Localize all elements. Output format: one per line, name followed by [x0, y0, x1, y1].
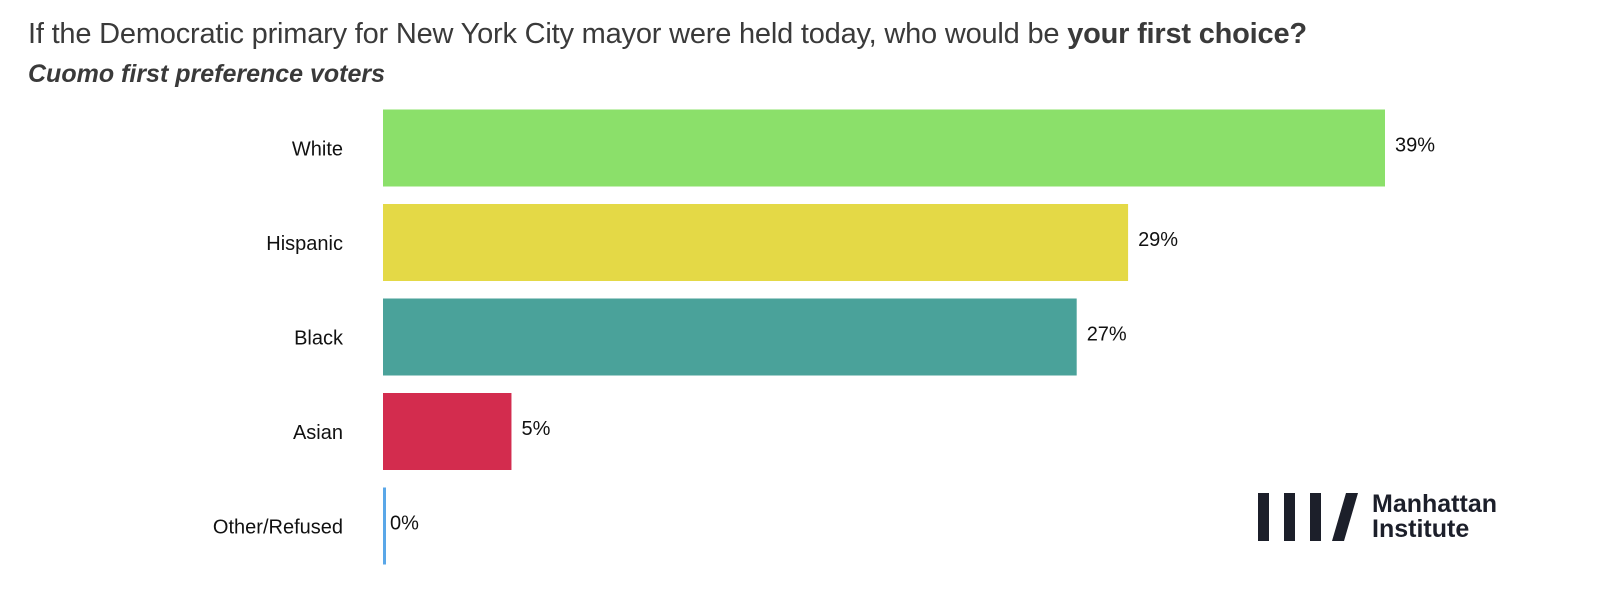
value-label-hispanic: 29% [1138, 229, 1178, 251]
chart-title: If the Democratic primary for New York C… [28, 18, 1307, 51]
chart-title-bold: your first choice? [1067, 18, 1307, 50]
logo-line-2: Institute [1372, 515, 1470, 543]
logo-wordmark: Manhattan Institute [1372, 492, 1497, 542]
value-label-other-refused: 0% [390, 512, 419, 534]
value-label-black: 27% [1087, 323, 1127, 345]
bar-hispanic [383, 204, 1129, 281]
category-label-hispanic: Hispanic [266, 233, 343, 255]
value-label-white: 39% [1395, 134, 1435, 156]
category-label-other-refused: Other/Refused [213, 516, 343, 538]
manhattan-institute-logo: Manhattan Institute [1258, 492, 1497, 542]
bar-other-refused [383, 487, 386, 565]
manhattan-institute-bars-logo-icon [1258, 493, 1358, 541]
bar-white [383, 109, 1385, 187]
category-label-black: Black [294, 327, 344, 349]
bar-black [383, 298, 1077, 376]
category-label-white: White [292, 138, 343, 160]
value-label-asian: 5% [521, 418, 550, 440]
chart-subtitle: Cuomo first preference voters [28, 60, 386, 88]
logo-line-1: Manhattan [1372, 490, 1497, 518]
chart-title-regular: If the Democratic primary for New York C… [28, 18, 1068, 50]
category-label-asian: Asian [293, 422, 343, 444]
bar-asian [383, 393, 512, 470]
